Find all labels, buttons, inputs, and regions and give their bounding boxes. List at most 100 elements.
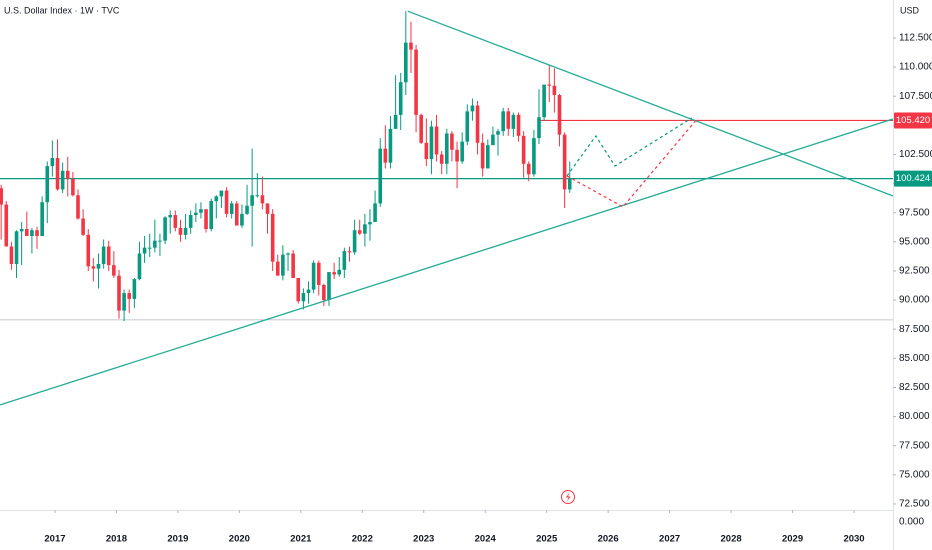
candle-body [332, 272, 336, 275]
candle-body [194, 212, 198, 216]
y-tick-label: 102.500 [899, 149, 932, 160]
candle-body [357, 230, 362, 234]
candle-body [342, 251, 347, 270]
y-tick-label: 87.500 [899, 324, 930, 335]
candle-body [35, 230, 39, 237]
candle-body [86, 234, 91, 267]
x-tick-label: 2025 [536, 534, 558, 545]
candle-body [265, 203, 270, 214]
candle-body [40, 202, 44, 237]
candle-body [127, 293, 132, 299]
price-box [894, 170, 932, 187]
candle-body [30, 230, 34, 237]
chart-title: U.S. Dollar Index · 1W · TVC [4, 5, 120, 15]
x-tick-label: 2028 [721, 534, 742, 545]
candle-body [275, 261, 280, 276]
y-tick-label: 82.500 [899, 382, 930, 393]
candle-body [552, 85, 557, 96]
x-tick-label: 2018 [106, 534, 127, 545]
y-tick-label: 97.500 [899, 207, 930, 218]
candle-body [455, 149, 459, 162]
candle-body [368, 222, 372, 225]
x-tick-label: 2017 [44, 534, 65, 545]
candle-body [398, 82, 403, 115]
x-tick-label: 2020 [229, 534, 250, 545]
candle-body [224, 190, 229, 214]
candle-body [204, 209, 208, 230]
candle-body [470, 105, 475, 112]
candle-body [475, 105, 480, 143]
candle-body [9, 246, 14, 264]
candle-body [132, 279, 137, 299]
candle-body [532, 138, 536, 175]
candle-body [511, 114, 516, 129]
candle-body [76, 195, 80, 219]
candle-body [378, 148, 383, 204]
candle-body [45, 166, 50, 203]
candle-body [542, 84, 546, 118]
y-tick-label: 72.500 [899, 499, 930, 510]
candle-body [173, 215, 178, 228]
candle-body [337, 269, 342, 275]
candle-body [301, 293, 306, 302]
candle-body [24, 229, 29, 237]
candle-body [424, 142, 429, 160]
y-tick-label: 107.500 [899, 91, 932, 102]
y-tick-label: 92.500 [899, 266, 930, 277]
candle-body [255, 195, 260, 197]
candle-body [429, 126, 434, 160]
projection-path [566, 117, 693, 177]
candle-body [506, 111, 511, 129]
candle-body [245, 205, 249, 214]
candle-body [286, 253, 290, 255]
candle-body [214, 196, 219, 202]
candle-body [414, 49, 418, 115]
candle-body [14, 231, 19, 264]
candle-body [393, 114, 398, 129]
candle-body [409, 42, 413, 50]
candle-body [491, 134, 495, 146]
candle-body [496, 131, 500, 135]
candle-body [419, 114, 423, 143]
currency: USD [900, 5, 920, 15]
candle-body [373, 203, 377, 223]
candle-body [81, 218, 85, 235]
candle-body [219, 190, 224, 197]
x-tick-label: 2019 [167, 534, 188, 545]
candle-body [465, 111, 470, 142]
candle-body [347, 251, 352, 253]
candle-body [71, 178, 75, 196]
candle-body [209, 201, 214, 230]
candle-body [281, 254, 285, 276]
x-tick-label: 2030 [843, 534, 864, 545]
candle-body [183, 227, 188, 235]
candle-body [122, 293, 126, 311]
y-tick-label: 75.000 [899, 469, 930, 480]
x-tick-label: 2023 [413, 534, 434, 545]
candle-body [91, 266, 96, 269]
candle-body [322, 284, 326, 301]
candle-body [229, 203, 234, 214]
candle-body [260, 195, 265, 204]
axis-bottom-label: 0.000 [899, 517, 924, 528]
alert-icon[interactable] [561, 490, 575, 504]
candle-body [55, 157, 60, 190]
candle-body [327, 272, 331, 301]
x-tick-label: 2021 [290, 534, 312, 545]
candle-body [153, 240, 157, 248]
candle-body [480, 142, 485, 169]
x-tick-label: 2027 [659, 534, 680, 545]
candle-body [537, 117, 541, 139]
candle-body [486, 145, 490, 169]
candle-body [516, 114, 521, 136]
candle-body [101, 246, 106, 264]
candle-body [168, 215, 173, 218]
candle-body [450, 133, 454, 150]
candle-body [557, 95, 562, 135]
candle-body [562, 134, 567, 190]
y-tick-label: 85.000 [899, 353, 930, 364]
y-tick-label: 80.000 [899, 411, 930, 422]
candle-body [311, 262, 316, 290]
candle-body [4, 204, 9, 247]
